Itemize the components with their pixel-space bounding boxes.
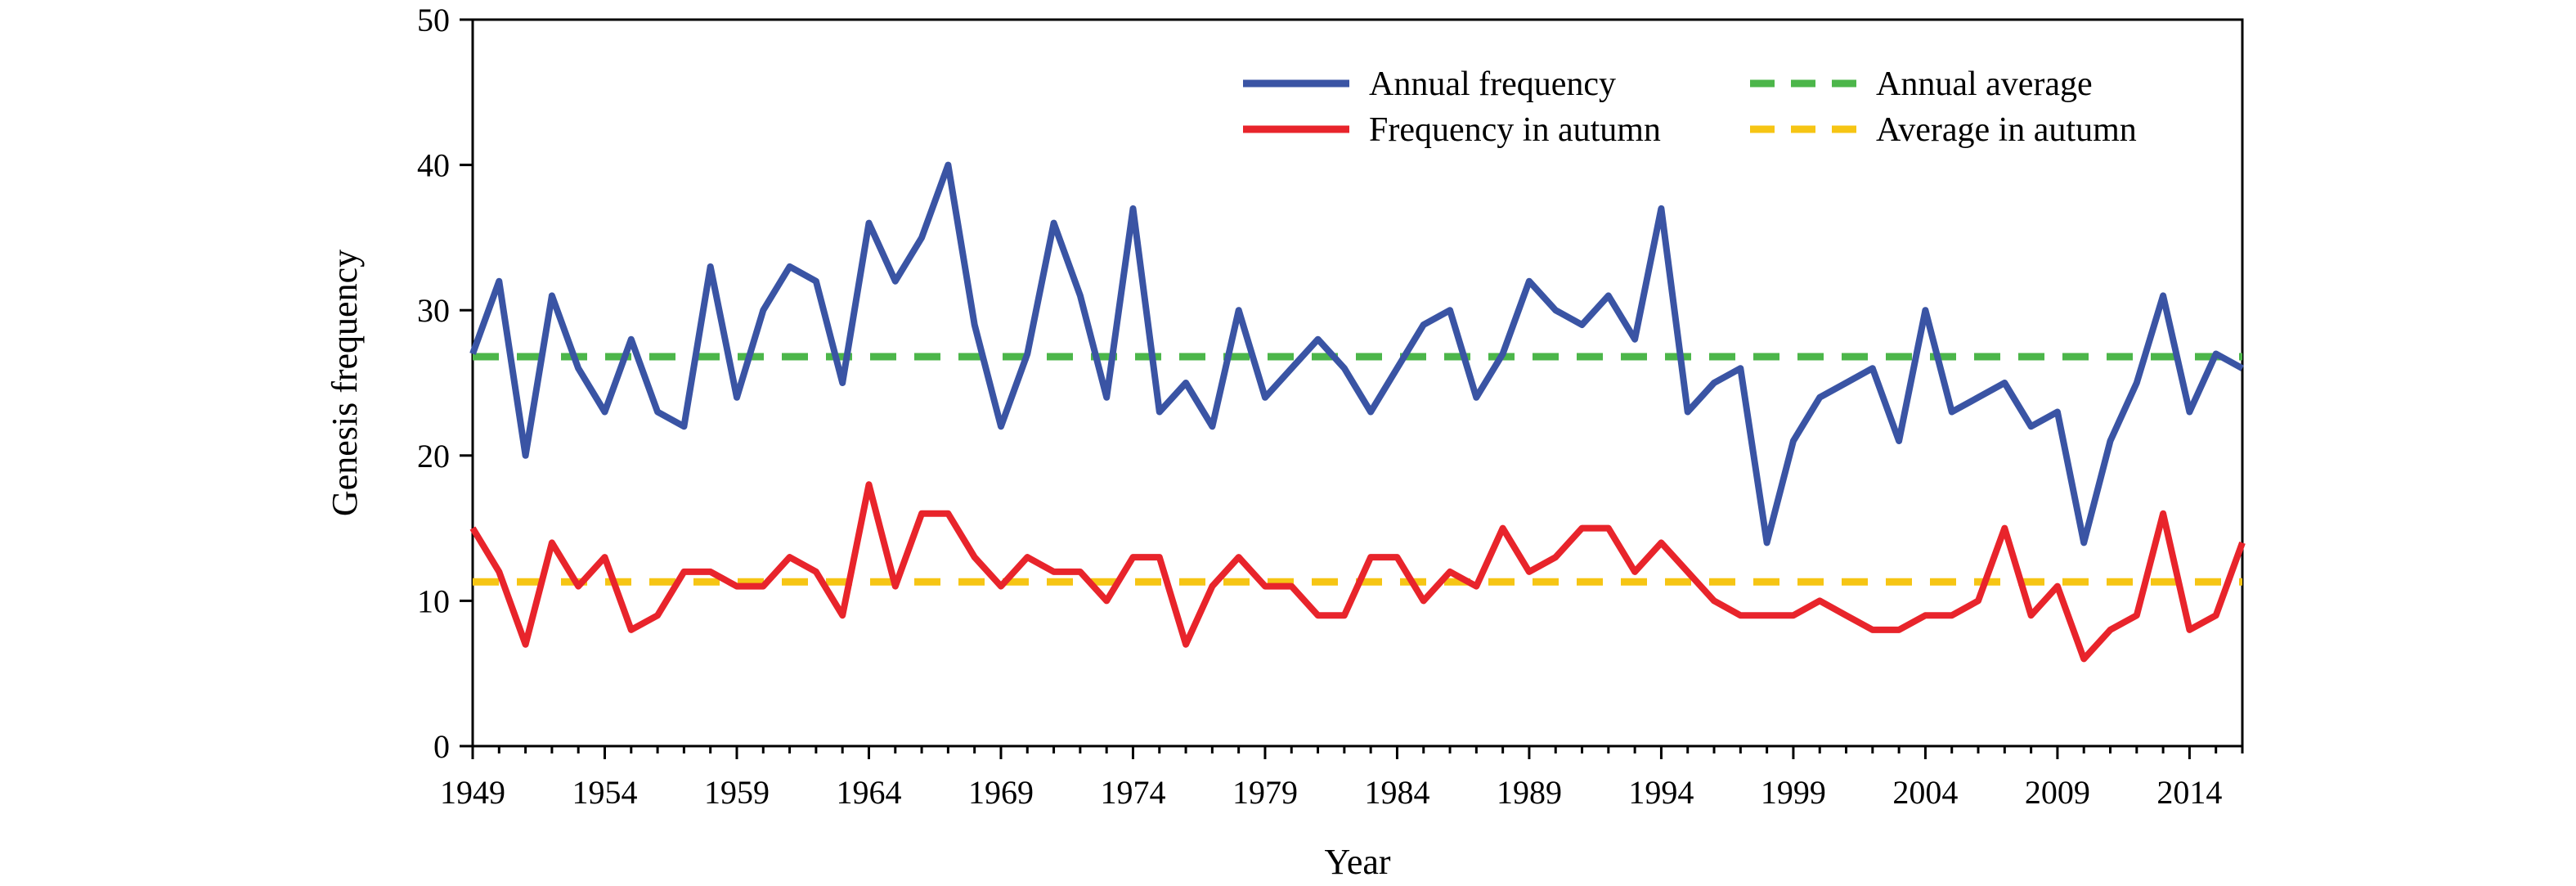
x-axis-title: Year [1324, 842, 1390, 882]
x-tick-label: 2009 [2025, 774, 2090, 811]
x-axis: 1949 1954 1959 1964 1969 1974 1979 1984 1989 1994… [440, 746, 2244, 811]
legend-label: Annual average [1876, 65, 2093, 103]
x-tick-label: 1954 [572, 774, 637, 811]
y-tick-label: 30 [417, 292, 450, 329]
x-tick-label: 1994 [1628, 774, 1694, 811]
x-tick-label: 2004 [1892, 774, 1958, 811]
y-tick-label: 40 [417, 147, 450, 184]
x-tick-label: 1989 [1497, 774, 1562, 811]
x-tick-label: 1959 [704, 774, 770, 811]
y-tick-label: 10 [417, 582, 450, 619]
legend-label: Average in autumn [1876, 111, 2137, 149]
x-tick-label: 1969 [968, 774, 1034, 811]
legend-item-average-in-autumn: Average in autumn [1750, 111, 2137, 149]
y-tick-label: 50 [417, 2, 450, 38]
series-layer [469, 161, 2246, 663]
legend: Annual frequency Frequency in autumn Annua… [1243, 65, 2137, 149]
legend-item-annual-frequency: Annual frequency [1243, 65, 1616, 103]
legend-label: Annual frequency [1369, 65, 1616, 103]
y-axis-title: Genesis frequency [325, 250, 365, 516]
x-tick-label: 2014 [2156, 774, 2222, 811]
x-tick-label: 1964 [836, 774, 901, 811]
plot-area [471, 18, 2244, 748]
y-tick-label: 0 [433, 728, 450, 765]
x-tick-label: 1974 [1100, 774, 1165, 811]
y-axis: 0 10 20 30 40 50 [417, 2, 473, 765]
x-tick-label: 1984 [1364, 774, 1429, 811]
legend-item-frequency-in-autumn: Frequency in autumn [1243, 111, 1661, 149]
x-tick-label: 1979 [1232, 774, 1298, 811]
frequency-in-autumn-line [469, 481, 2246, 663]
legend-item-annual-average: Annual average [1750, 65, 2093, 103]
x-tick-label: 1949 [440, 774, 505, 811]
legend-label: Frequency in autumn [1369, 111, 1661, 149]
annual-frequency-line [469, 161, 2244, 546]
x-tick-label: 1999 [1761, 774, 1826, 811]
y-tick-label: 20 [417, 438, 450, 474]
